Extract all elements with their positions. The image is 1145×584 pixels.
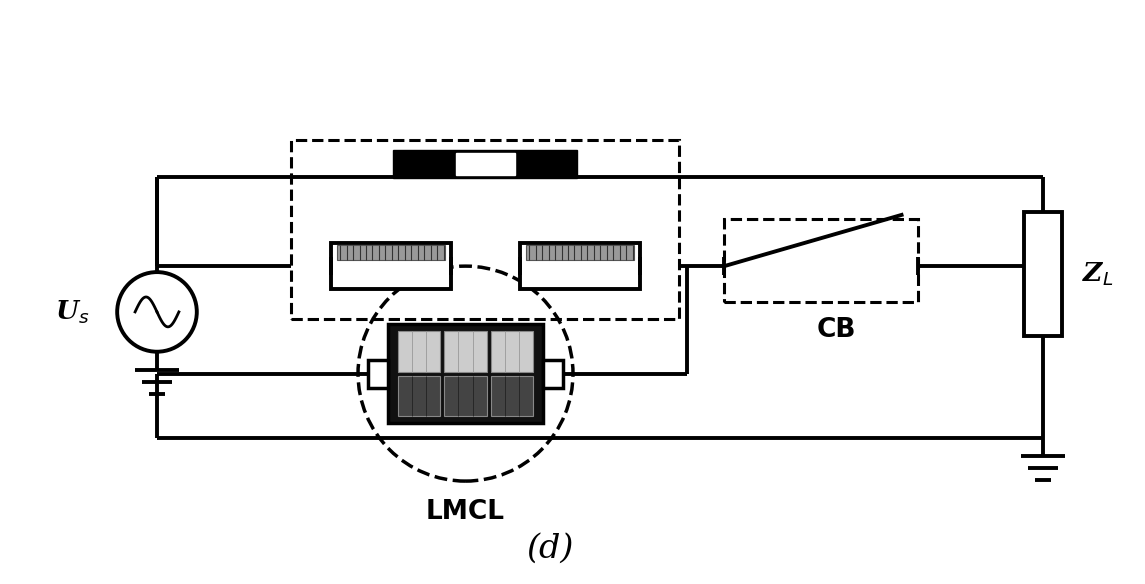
Bar (394, 150, 577, 178)
Bar (398, 331, 441, 371)
Bar (490, 376, 532, 416)
Text: (d): (d) (527, 533, 574, 565)
Bar (444, 376, 487, 416)
Bar (527, 245, 633, 260)
Bar (337, 245, 444, 260)
Text: FTS: FTS (458, 334, 513, 360)
Bar (490, 331, 532, 371)
Bar (369, 360, 388, 388)
Bar (388, 324, 543, 423)
Text: Z$_L$: Z$_L$ (1082, 260, 1113, 288)
Text: U$_s$: U$_s$ (55, 298, 89, 326)
Bar (331, 243, 451, 289)
Bar (543, 360, 562, 388)
Bar (398, 376, 441, 416)
Text: CB: CB (816, 317, 856, 343)
Bar (444, 331, 487, 371)
Text: LMCL: LMCL (426, 499, 505, 525)
Bar (520, 243, 640, 289)
Bar (725, 220, 918, 302)
Bar (291, 140, 679, 319)
Bar (456, 152, 515, 175)
Bar (1024, 212, 1061, 336)
